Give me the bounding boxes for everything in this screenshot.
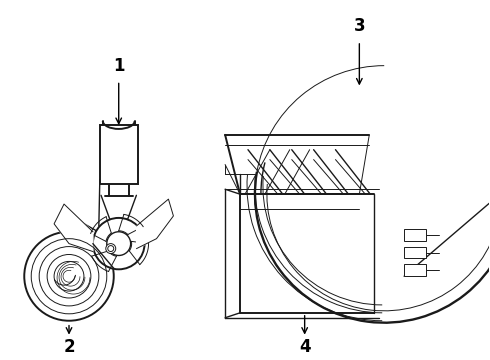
- Circle shape: [107, 232, 131, 256]
- Text: 3: 3: [354, 17, 365, 35]
- Text: 1: 1: [113, 57, 124, 75]
- Bar: [404, 229, 426, 240]
- Text: 2: 2: [63, 338, 75, 356]
- Polygon shape: [137, 199, 173, 248]
- Circle shape: [93, 218, 145, 269]
- Polygon shape: [54, 204, 93, 252]
- Circle shape: [108, 246, 114, 252]
- Circle shape: [106, 244, 116, 253]
- Bar: [404, 264, 426, 276]
- Bar: [100, 125, 138, 184]
- Bar: [404, 247, 426, 258]
- Circle shape: [24, 232, 114, 321]
- Text: 4: 4: [299, 338, 311, 356]
